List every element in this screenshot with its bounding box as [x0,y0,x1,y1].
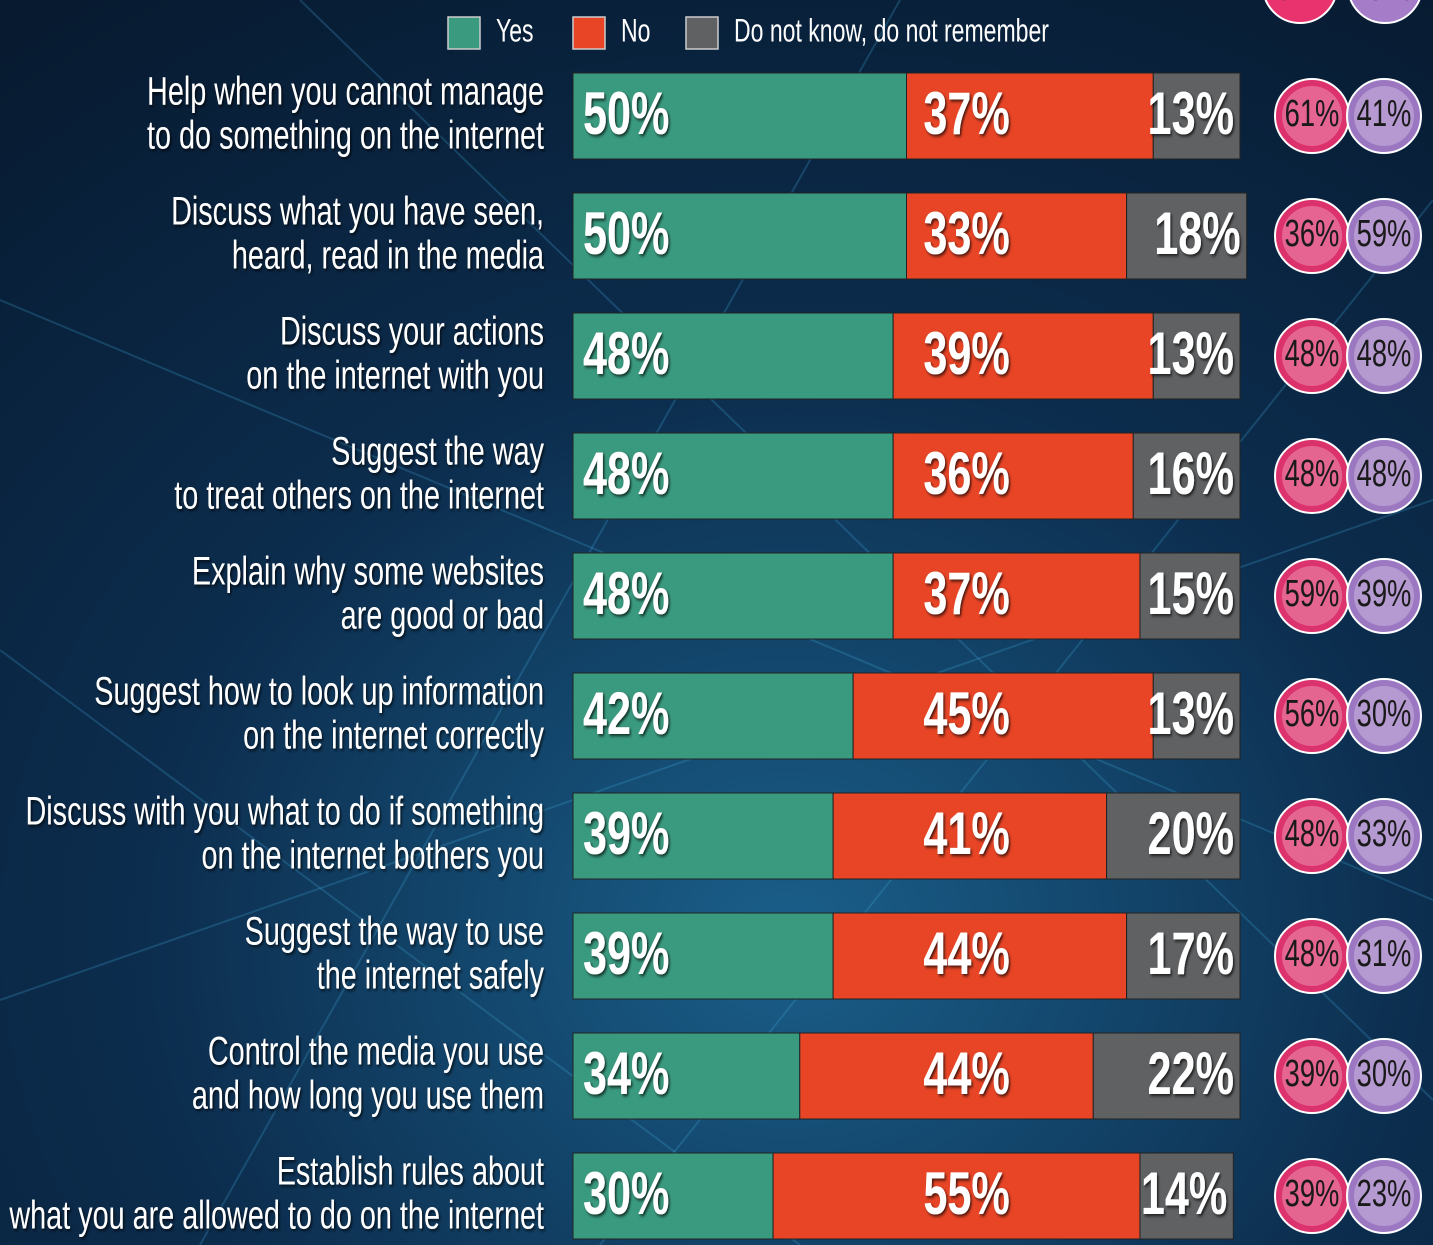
value-label: 45% [923,681,1009,748]
age-group-value: 48% [1285,453,1340,495]
value-label: 48% [583,561,669,628]
value-label: 13% [1148,681,1234,748]
category-label: heard, read in the media [232,233,545,278]
category-label: and how long you use them [192,1073,544,1118]
value-label: 36% [923,441,1009,508]
category-label: on the internet with you [246,353,544,398]
category-label: Discuss your actions [280,309,544,354]
age-group-value: 39% [1285,1053,1340,1095]
age-group-label: 13-15 [1357,0,1412,7]
value-label: 34% [583,1041,669,1108]
page: Yes No Do not know, do not remember 9-12 13-… [0,0,1433,1245]
category-label: Help when you cannot manage [147,69,544,114]
age-group-value: 59% [1357,213,1412,255]
value-label: 42% [583,681,669,748]
category-label: Explain why some websites [192,549,544,594]
value-label: 13% [1148,321,1234,388]
category-label: are good or bad [341,593,544,638]
age-group-value: 59% [1285,573,1340,615]
legend-swatch [686,17,718,49]
value-label: 20% [1148,801,1234,868]
age-group-value: 39% [1285,1173,1340,1215]
value-label: 55% [923,1161,1009,1228]
legend-label: Yes [496,13,534,49]
category-label: Discuss what you have seen, [171,189,544,234]
category-label: on the internet correctly [243,713,544,758]
category-label: on the internet bothers you [201,833,544,878]
legend-swatch [573,17,605,49]
age-group-value: 48% [1285,333,1340,375]
value-label: 41% [923,801,1009,868]
age-group-value: 48% [1357,453,1412,495]
value-label: 37% [923,81,1009,148]
category-label: to treat others on the internet [174,473,544,518]
value-label: 39% [583,921,669,988]
value-label: 39% [583,801,669,868]
age-group-value: 23% [1357,1173,1412,1215]
category-label: Suggest the way to use [245,909,544,954]
value-label: 44% [923,921,1009,988]
value-label: 15% [1148,561,1234,628]
value-label: 50% [583,81,669,148]
value-label: 13% [1148,81,1234,148]
age-group-label: 9-12 [1278,0,1321,7]
value-label: 39% [923,321,1009,388]
category-label: Discuss with you what to do if something [25,789,544,834]
legend-label: No [621,13,650,49]
value-label: 17% [1148,921,1234,988]
category-label: Control the media you use [208,1029,544,1074]
chart: Yes No Do not know, do not remember 9-12 13-… [0,0,1433,1245]
value-label: 33% [923,201,1009,268]
age-group-value: 41% [1357,93,1412,135]
legend-swatch [448,17,480,49]
age-group-value: 36% [1285,213,1340,255]
category-label: the internet safely [317,953,545,998]
age-group-value: 31% [1357,933,1412,975]
value-label: 14% [1141,1161,1227,1228]
category-label: what you are allowed to do on the intern… [9,1193,545,1238]
age-group-value: 61% [1285,93,1340,135]
age-group-value: 48% [1357,333,1412,375]
value-label: 50% [583,201,669,268]
category-label: Establish rules about [277,1149,545,1194]
age-group-value: 30% [1357,693,1412,735]
category-label: Suggest the way [331,429,544,474]
value-label: 30% [583,1161,669,1228]
value-label: 44% [923,1041,1009,1108]
age-group-value: 56% [1285,693,1340,735]
category-label: to do something on the internet [147,113,544,158]
age-group-value: 48% [1285,813,1340,855]
value-label: 18% [1154,201,1240,268]
value-label: 16% [1148,441,1234,508]
value-label: 22% [1148,1041,1234,1108]
category-label: Suggest how to look up information [94,669,544,714]
legend-label: Do not know, do not remember [734,13,1049,49]
age-group-value: 30% [1357,1053,1412,1095]
value-label: 48% [583,321,669,388]
value-label: 37% [923,561,1009,628]
age-group-value: 33% [1357,813,1412,855]
age-group-value: 48% [1285,933,1340,975]
age-group-value: 39% [1357,573,1412,615]
value-label: 48% [583,441,669,508]
